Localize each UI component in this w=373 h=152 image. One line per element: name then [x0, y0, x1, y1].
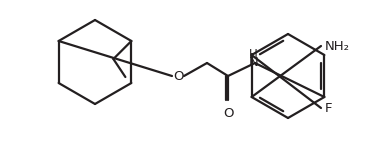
Text: H: H [249, 47, 257, 60]
Text: F: F [325, 102, 332, 114]
Text: N: N [249, 57, 259, 69]
Text: NH₂: NH₂ [325, 40, 350, 52]
Text: O: O [173, 69, 183, 83]
Text: O: O [223, 107, 233, 120]
